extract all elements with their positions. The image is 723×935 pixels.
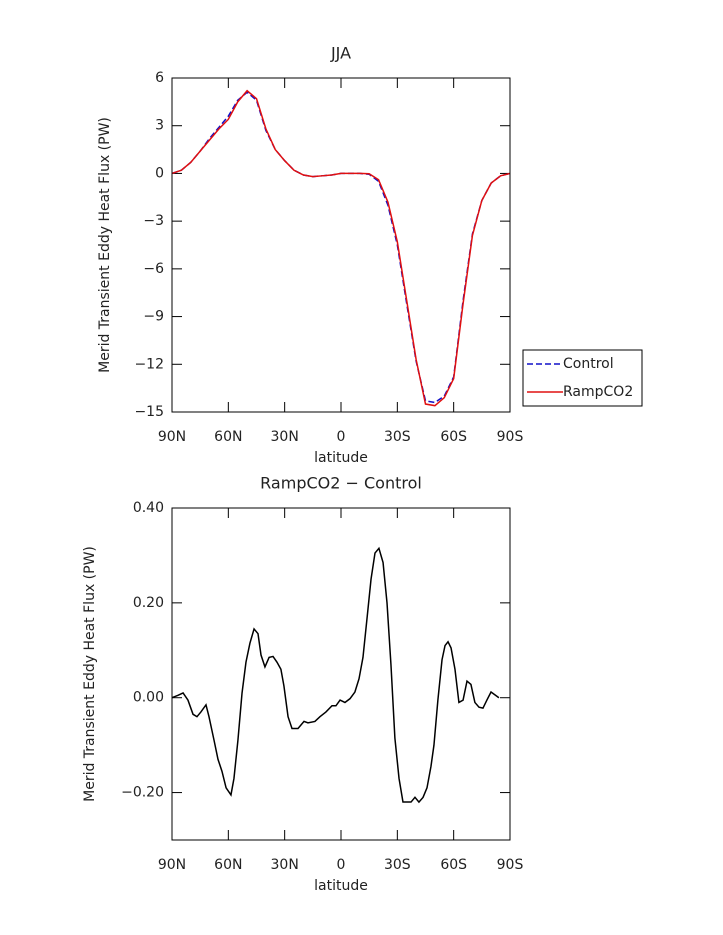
y-tick-label: −15: [134, 404, 164, 420]
y-tick-label: 6: [155, 70, 164, 86]
y-tick-label: −6: [143, 261, 164, 277]
data-line: [171, 546, 500, 804]
legend-label: RampCO2: [563, 384, 633, 400]
y-axis-label: Merid Transient Eddy Heat Flux (PW): [82, 546, 98, 802]
x-tick-label: 60N: [214, 429, 242, 445]
x-tick-label: 60N: [214, 857, 242, 873]
y-tick-label: 0.20: [133, 595, 164, 611]
x-tick-label: 0: [337, 857, 346, 873]
data-line: [171, 91, 511, 404]
x-axis-label: latitude: [314, 878, 368, 894]
x-tick-label: 30N: [271, 429, 299, 445]
legend-box: [522, 349, 643, 407]
chart-title: JJA: [330, 44, 351, 63]
y-tick-label: 3: [155, 118, 164, 134]
x-tick-label: 0: [337, 429, 346, 445]
y-tick-label: −9: [143, 309, 164, 325]
y-tick-label: 0.40: [133, 500, 164, 516]
data-line: [171, 89, 511, 407]
plot-frame: [171, 77, 511, 413]
chart-title: RampCO2 − Control: [260, 474, 422, 493]
x-tick-label: 30N: [271, 857, 299, 873]
y-tick-label: 0: [155, 165, 164, 181]
legend-label: Control: [563, 356, 614, 372]
y-tick-label: −0.20: [121, 785, 164, 801]
x-tick-label: 90S: [497, 429, 524, 445]
y-tick-label: 0.00: [133, 690, 164, 706]
x-tick-label: 60S: [440, 429, 467, 445]
y-tick-label: −12: [134, 356, 164, 372]
y-axis-label: Merid Transient Eddy Heat Flux (PW): [97, 117, 113, 373]
x-tick-label: 60S: [440, 857, 467, 873]
x-tick-label: 90N: [158, 429, 186, 445]
x-axis-label: latitude: [314, 450, 368, 466]
x-tick-label: 90S: [497, 857, 524, 873]
x-tick-label: 90N: [158, 857, 186, 873]
plot-frame: [171, 507, 511, 841]
y-tick-label: −3: [143, 213, 164, 229]
x-tick-label: 30S: [384, 429, 411, 445]
x-tick-label: 30S: [384, 857, 411, 873]
